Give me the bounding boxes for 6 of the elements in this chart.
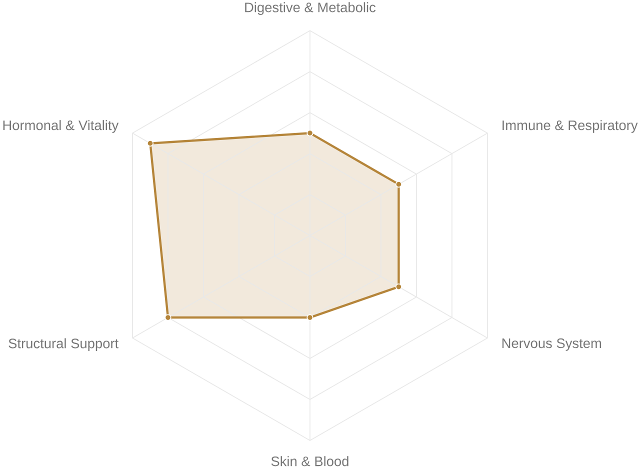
spoke-label: Digestive & Metabolic: [245, 2, 376, 15]
spoke-label: Immune & Respiratory: [502, 120, 638, 133]
spoke-label: Skin & Blood: [271, 456, 348, 466]
spoke-label: Structural Support: [8, 338, 119, 351]
spoke-label: Hormonal & Vitality: [3, 120, 119, 133]
spoke-label: Nervous System: [502, 338, 602, 351]
